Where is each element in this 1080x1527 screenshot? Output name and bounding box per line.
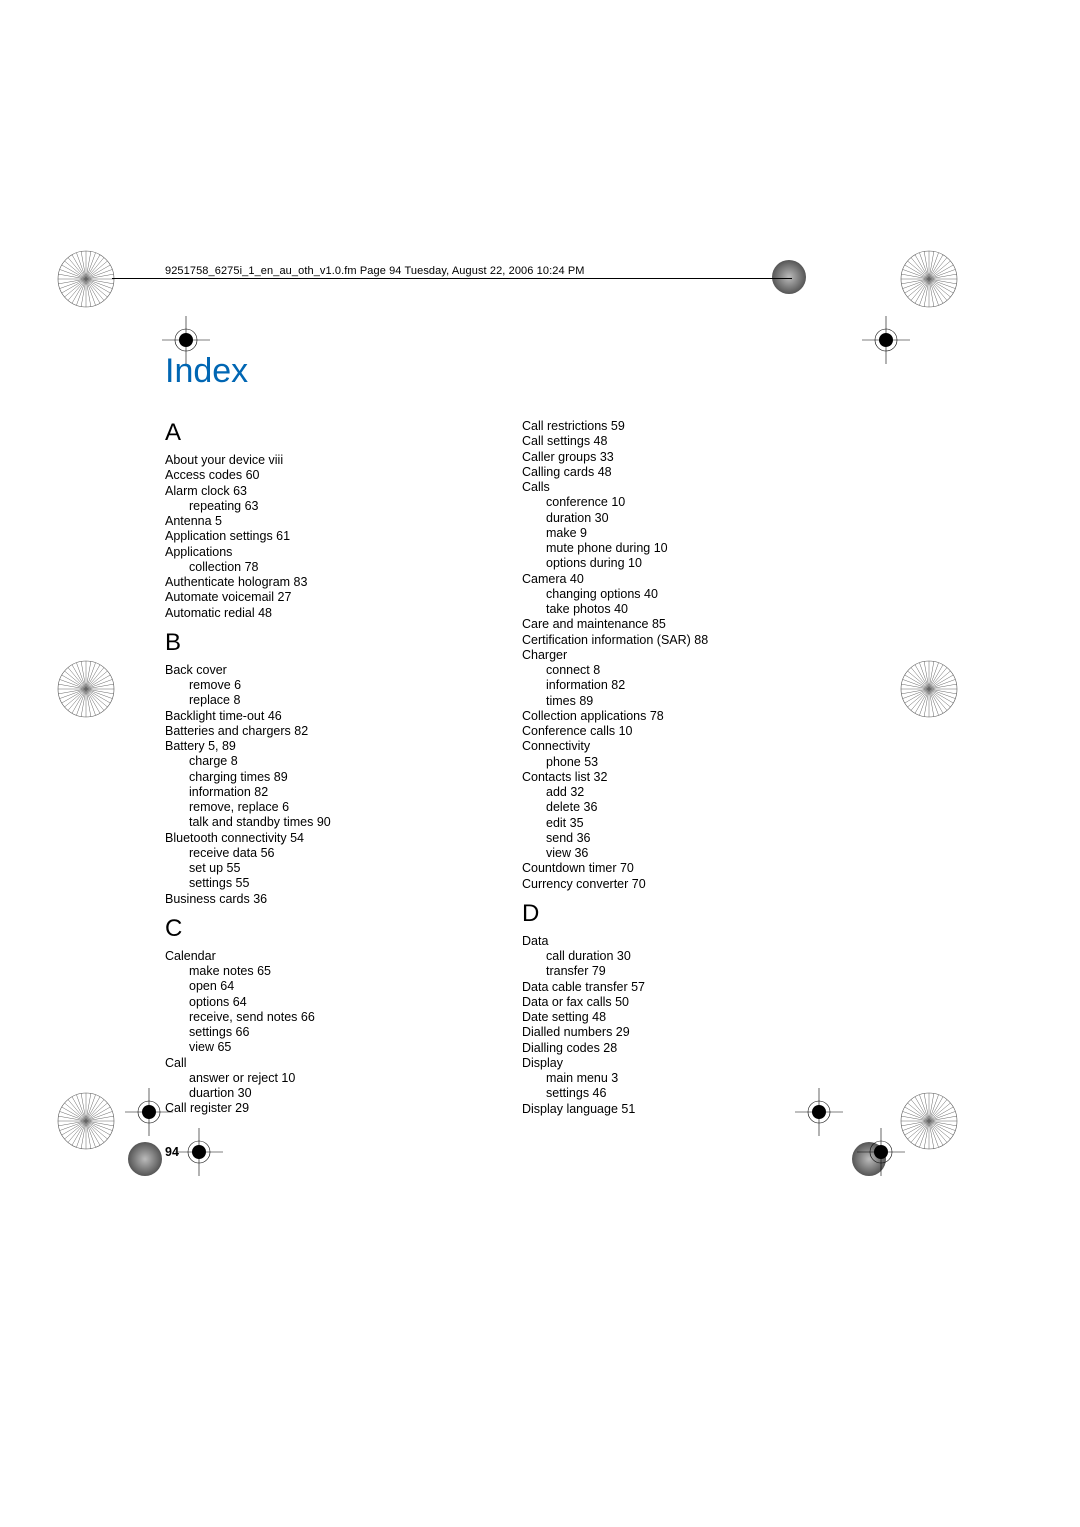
page-number: 94 xyxy=(165,1145,865,1159)
header-rule xyxy=(112,278,792,279)
print-border xyxy=(108,293,910,1143)
